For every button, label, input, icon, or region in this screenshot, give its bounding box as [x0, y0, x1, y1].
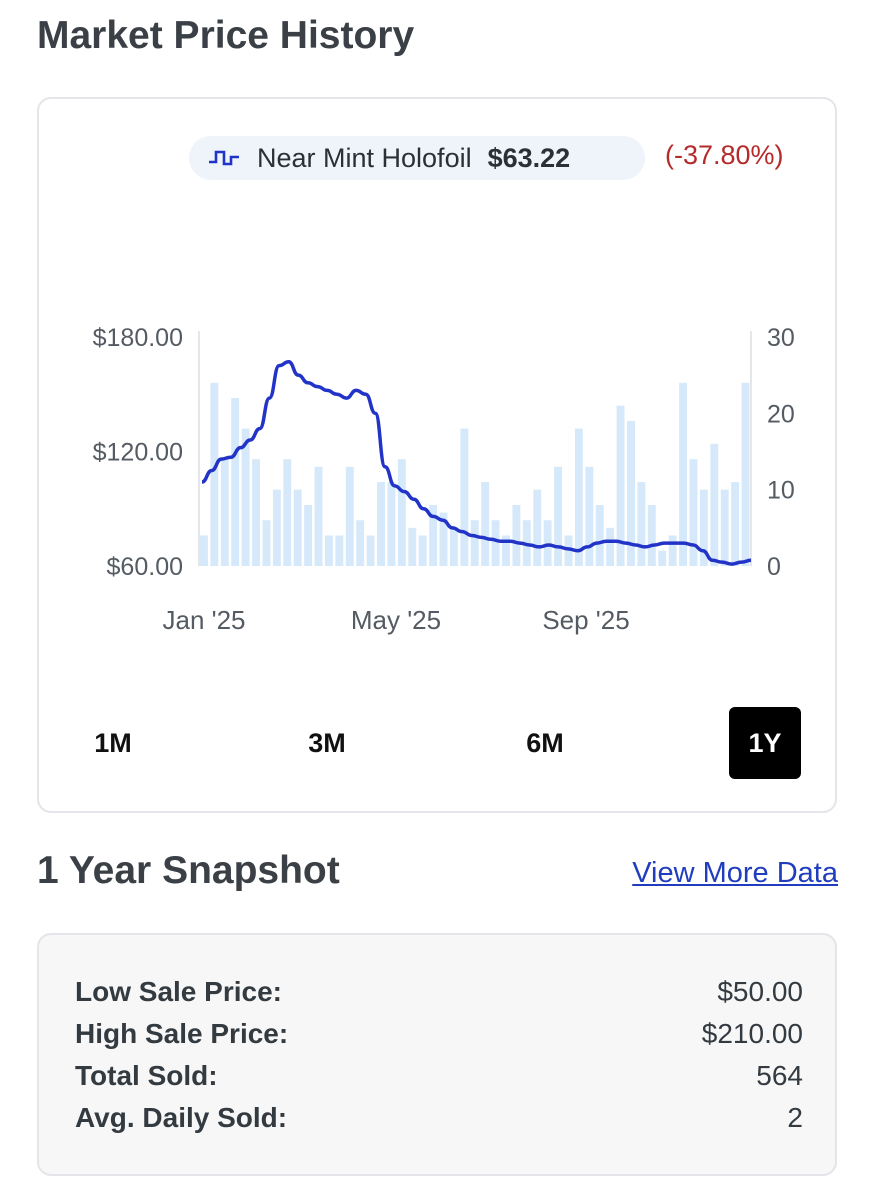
volume-bar: [293, 489, 302, 566]
volume-bar: [720, 489, 729, 566]
volume-bar: [543, 520, 552, 566]
stat-label: Low Sale Price:: [75, 976, 282, 1007]
volume-bar: [314, 466, 323, 566]
stat-row-total-sold: Total Sold: 564: [75, 1055, 803, 1097]
volume-bar: [449, 527, 458, 566]
volume-bar: [335, 535, 344, 566]
volume-bar: [637, 482, 646, 566]
volume-bar: [689, 459, 698, 566]
volume-bar: [200, 535, 208, 566]
volume-bar: [658, 550, 667, 566]
stat-label: Avg. Daily Sold:: [75, 1102, 288, 1133]
volume-bar: [283, 459, 292, 566]
volume-bar: [439, 512, 448, 566]
price-history-card: Near Mint Holofoil $63.22 (-37.80%) $180…: [37, 97, 837, 813]
volume-bar: [470, 520, 479, 566]
y-left-tick-label: $60.00: [107, 553, 183, 581]
volume-bar: [731, 482, 740, 566]
snapshot-title: 1 Year Snapshot: [37, 849, 340, 892]
volume-bar: [220, 459, 229, 566]
stat-value: $50.00: [717, 976, 803, 1007]
volume-bar: [397, 459, 406, 566]
volume-bar: [272, 489, 281, 566]
volume-bar: [491, 520, 500, 566]
stat-value: 564: [756, 1060, 803, 1091]
x-tick-label: Jan '25: [162, 605, 245, 635]
range-button-1y[interactable]: 1Y: [729, 707, 801, 779]
volume-bar: [606, 527, 615, 566]
volume-bar: [481, 482, 490, 566]
stat-row-high: High Sale Price: $210.00: [75, 1013, 803, 1055]
volume-bar: [366, 535, 375, 566]
volume-bar: [387, 482, 396, 566]
y-left-tick-label: $120.00: [93, 439, 183, 467]
stat-label: Total Sold:: [75, 1060, 218, 1091]
volume-bar: [418, 535, 427, 566]
x-tick-label: May '25: [351, 605, 441, 635]
legend-label: Near Mint Holofoil: [257, 142, 472, 173]
volume-bar: [627, 420, 635, 566]
volume-bar: [231, 398, 240, 566]
volume-bar: [345, 466, 354, 566]
volume-bar: [710, 443, 719, 566]
stat-row-avg-daily: Avg. Daily Sold: 2: [75, 1097, 803, 1139]
stat-value: $210.00: [701, 1018, 803, 1049]
price-change: (-37.80%): [665, 140, 784, 170]
view-more-data-link[interactable]: View More Data: [632, 857, 838, 889]
volume-bar: [502, 535, 510, 566]
range-button-1m[interactable]: 1M: [94, 727, 132, 758]
range-button-3m[interactable]: 3M: [308, 727, 346, 758]
x-tick-label: Sep '25: [542, 605, 629, 635]
volume-bar: [647, 504, 656, 566]
stat-label: High Sale Price:: [75, 1018, 289, 1049]
volume-bar: [429, 504, 438, 566]
volume-bar: [699, 489, 708, 566]
volume-bar: [408, 527, 417, 566]
volume-bar: [668, 535, 677, 566]
volume-bar: [564, 535, 573, 566]
volume-bar: [741, 382, 750, 566]
step-line-icon: [209, 150, 239, 166]
price-chart: $180.00 $120.00 $60.00 30 20 10 0 Jan '25 May '2…: [93, 324, 795, 635]
range-button-6m[interactable]: 6M: [526, 727, 564, 758]
volume-bar: [460, 428, 469, 566]
volume-bar: [679, 382, 688, 566]
volume-bar: [252, 459, 260, 566]
volume-bar: [616, 405, 625, 566]
volume-bar: [512, 504, 521, 566]
volume-bar: [585, 466, 594, 566]
page-title: Market Price History: [37, 14, 415, 57]
legend-item[interactable]: Near Mint Holofoil $63.22: [189, 136, 645, 180]
volume-bar: [574, 428, 583, 566]
volume-bar: [377, 482, 385, 566]
volume-bar: [262, 520, 271, 566]
volume-bar: [554, 466, 563, 566]
volume-bar: [356, 520, 365, 566]
volume-bar: [304, 504, 313, 566]
volume-bar: [210, 382, 219, 566]
y-right-tick-label: 30: [767, 324, 795, 352]
snapshot-card: Low Sale Price: $50.00 High Sale Price: …: [37, 933, 837, 1176]
y-left-tick-label: $180.00: [93, 324, 183, 352]
y-right-tick-label: 10: [767, 477, 795, 505]
y-right-tick-label: 20: [767, 400, 795, 428]
price-line: [201, 360, 752, 566]
stat-row-low: Low Sale Price: $50.00: [75, 971, 803, 1013]
volume-bar: [241, 428, 250, 566]
volume-bar: [533, 489, 542, 566]
stat-value: 2: [787, 1102, 803, 1133]
volume-bar: [324, 535, 333, 566]
volume-bar: [595, 504, 604, 566]
legend-price: $63.22: [487, 142, 571, 173]
y-right-tick-label: 0: [767, 553, 781, 581]
